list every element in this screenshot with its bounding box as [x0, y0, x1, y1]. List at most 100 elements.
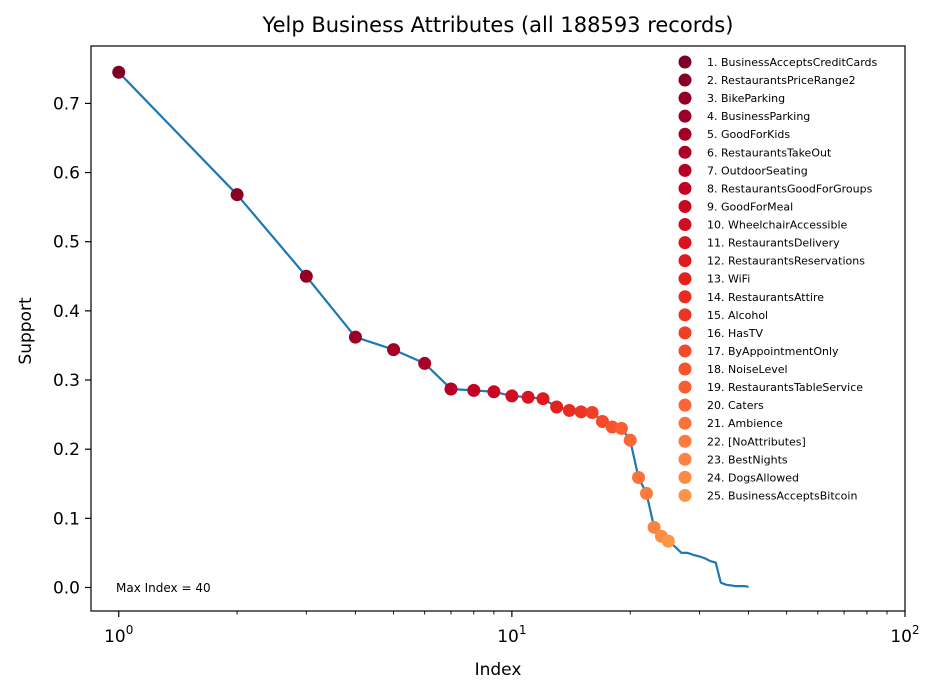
x-tick-exponent: 2 — [912, 623, 920, 637]
legend-label: 11. RestaurantsDelivery — [707, 237, 840, 250]
data-point-marker — [444, 382, 458, 396]
y-tick-label: 0.0 — [53, 578, 80, 598]
max-index-annotation: Max Index = 40 — [116, 581, 211, 595]
legend-label: 13. WiFi — [707, 273, 750, 286]
legend-label: 9. GoodForMeal — [707, 200, 793, 213]
data-point-marker — [550, 400, 564, 414]
legend-marker — [678, 272, 692, 286]
legend-label: 10. WheelchairAccessible — [707, 219, 848, 232]
legend-marker — [678, 290, 692, 304]
legend-marker — [678, 434, 692, 448]
data-point-marker — [647, 520, 661, 534]
y-tick-label: 0.2 — [53, 440, 80, 460]
legend-marker — [678, 199, 692, 213]
chart-title: Yelp Business Attributes (all 188593 rec… — [262, 13, 734, 37]
data-point-marker — [639, 486, 653, 500]
legend-label: 21. Ambience — [707, 417, 783, 430]
y-tick-label: 0.5 — [53, 233, 80, 253]
data-point-marker — [387, 343, 401, 357]
data-point-marker — [112, 65, 126, 79]
legend-label: 14. RestaurantsAttire — [707, 291, 824, 304]
x-tick-exponent: 1 — [519, 623, 527, 637]
legend-marker — [678, 218, 692, 232]
legend-label: 4. BusinessParking — [707, 110, 810, 123]
data-point-marker — [536, 392, 550, 406]
plot-frame — [90, 45, 906, 612]
data-point-marker — [348, 330, 362, 344]
x-axis-label: Index — [475, 660, 522, 680]
legend-label: 23. BestNights — [707, 453, 788, 466]
legend-marker — [678, 163, 692, 177]
legend-label: 2. RestaurantsPriceRange2 — [707, 74, 856, 87]
legend-marker — [678, 362, 692, 376]
legend-marker — [678, 308, 692, 322]
legend: 1. BusinessAcceptsCreditCards 2. Restaura… — [678, 55, 878, 502]
legend-label: 24. DogsAllowed — [707, 471, 799, 484]
legend-marker — [678, 109, 692, 123]
x-tick-base: 10 — [890, 627, 912, 647]
legend-marker — [678, 380, 692, 394]
legend-label: 7. OutdoorSeating — [707, 164, 808, 177]
x-tick-label: 101 — [497, 623, 526, 647]
data-point-marker — [614, 421, 628, 435]
data-point-marker — [623, 433, 637, 447]
data-point-marker — [632, 471, 646, 485]
data-point-marker — [521, 390, 535, 404]
legend-marker — [678, 470, 692, 484]
legend-label: 15. Alcohol — [707, 309, 768, 322]
x-tick-base: 10 — [104, 627, 126, 647]
legend-label: 20. Caters — [707, 399, 764, 412]
y-axis-label: Support — [16, 297, 36, 365]
legend-label: 1. BusinessAcceptsCreditCards — [707, 56, 878, 69]
legend-label: 6. RestaurantsTakeOut — [707, 146, 832, 159]
series-line — [117, 71, 749, 588]
legend-label: 3. BikeParking — [707, 92, 785, 105]
data-point-marker — [574, 405, 588, 419]
legend-label: 5. GoodForKids — [707, 128, 790, 141]
legend-label: 12. RestaurantsReservations — [707, 255, 865, 268]
data-point-marker — [505, 389, 519, 403]
data-point-marker — [585, 406, 599, 420]
x-tick-base: 10 — [497, 627, 519, 647]
y-tick-label: 0.1 — [53, 509, 80, 529]
data-point-marker — [299, 269, 313, 283]
data-point-marker — [467, 383, 481, 397]
legend-marker — [678, 145, 692, 159]
legend-label: 16. HasTV — [707, 327, 763, 340]
legend-marker — [678, 127, 692, 141]
legend-label: 17. ByAppointmentOnly — [707, 345, 839, 358]
data-point-marker — [661, 534, 675, 548]
legend-marker — [678, 236, 692, 250]
y-tick-label: 0.7 — [53, 94, 80, 114]
legend-label: 8. RestaurantsGoodForGroups — [707, 182, 873, 195]
y-tick-label: 0.6 — [53, 164, 80, 184]
data-point-marker — [230, 188, 244, 202]
legend-marker — [678, 254, 692, 268]
data-point-marker — [562, 403, 576, 417]
data-point-marker — [487, 385, 501, 399]
legend-marker — [678, 344, 692, 358]
legend-label: 25. BusinessAcceptsBitcoin — [707, 489, 857, 502]
legend-marker — [678, 326, 692, 340]
x-tick-label: 102 — [890, 623, 919, 647]
x-tick-label: 100 — [104, 623, 133, 647]
legend-label: 19. RestaurantsTableService — [707, 381, 863, 394]
legend-marker — [678, 452, 692, 466]
legend-marker — [678, 91, 692, 105]
legend-label: 18. NoiseLevel — [707, 363, 788, 376]
legend-marker — [678, 73, 692, 87]
x-tick-exponent: 0 — [126, 623, 134, 637]
legend-marker — [678, 488, 692, 502]
data-point-marker — [418, 356, 432, 370]
y-tick-label: 0.4 — [53, 302, 80, 322]
plot-area — [112, 65, 749, 588]
legend-marker — [678, 181, 692, 195]
legend-marker — [678, 55, 692, 69]
legend-marker — [678, 416, 692, 430]
legend-marker — [678, 398, 692, 412]
y-tick-label: 0.3 — [53, 371, 80, 391]
data-point-marker — [595, 415, 609, 429]
